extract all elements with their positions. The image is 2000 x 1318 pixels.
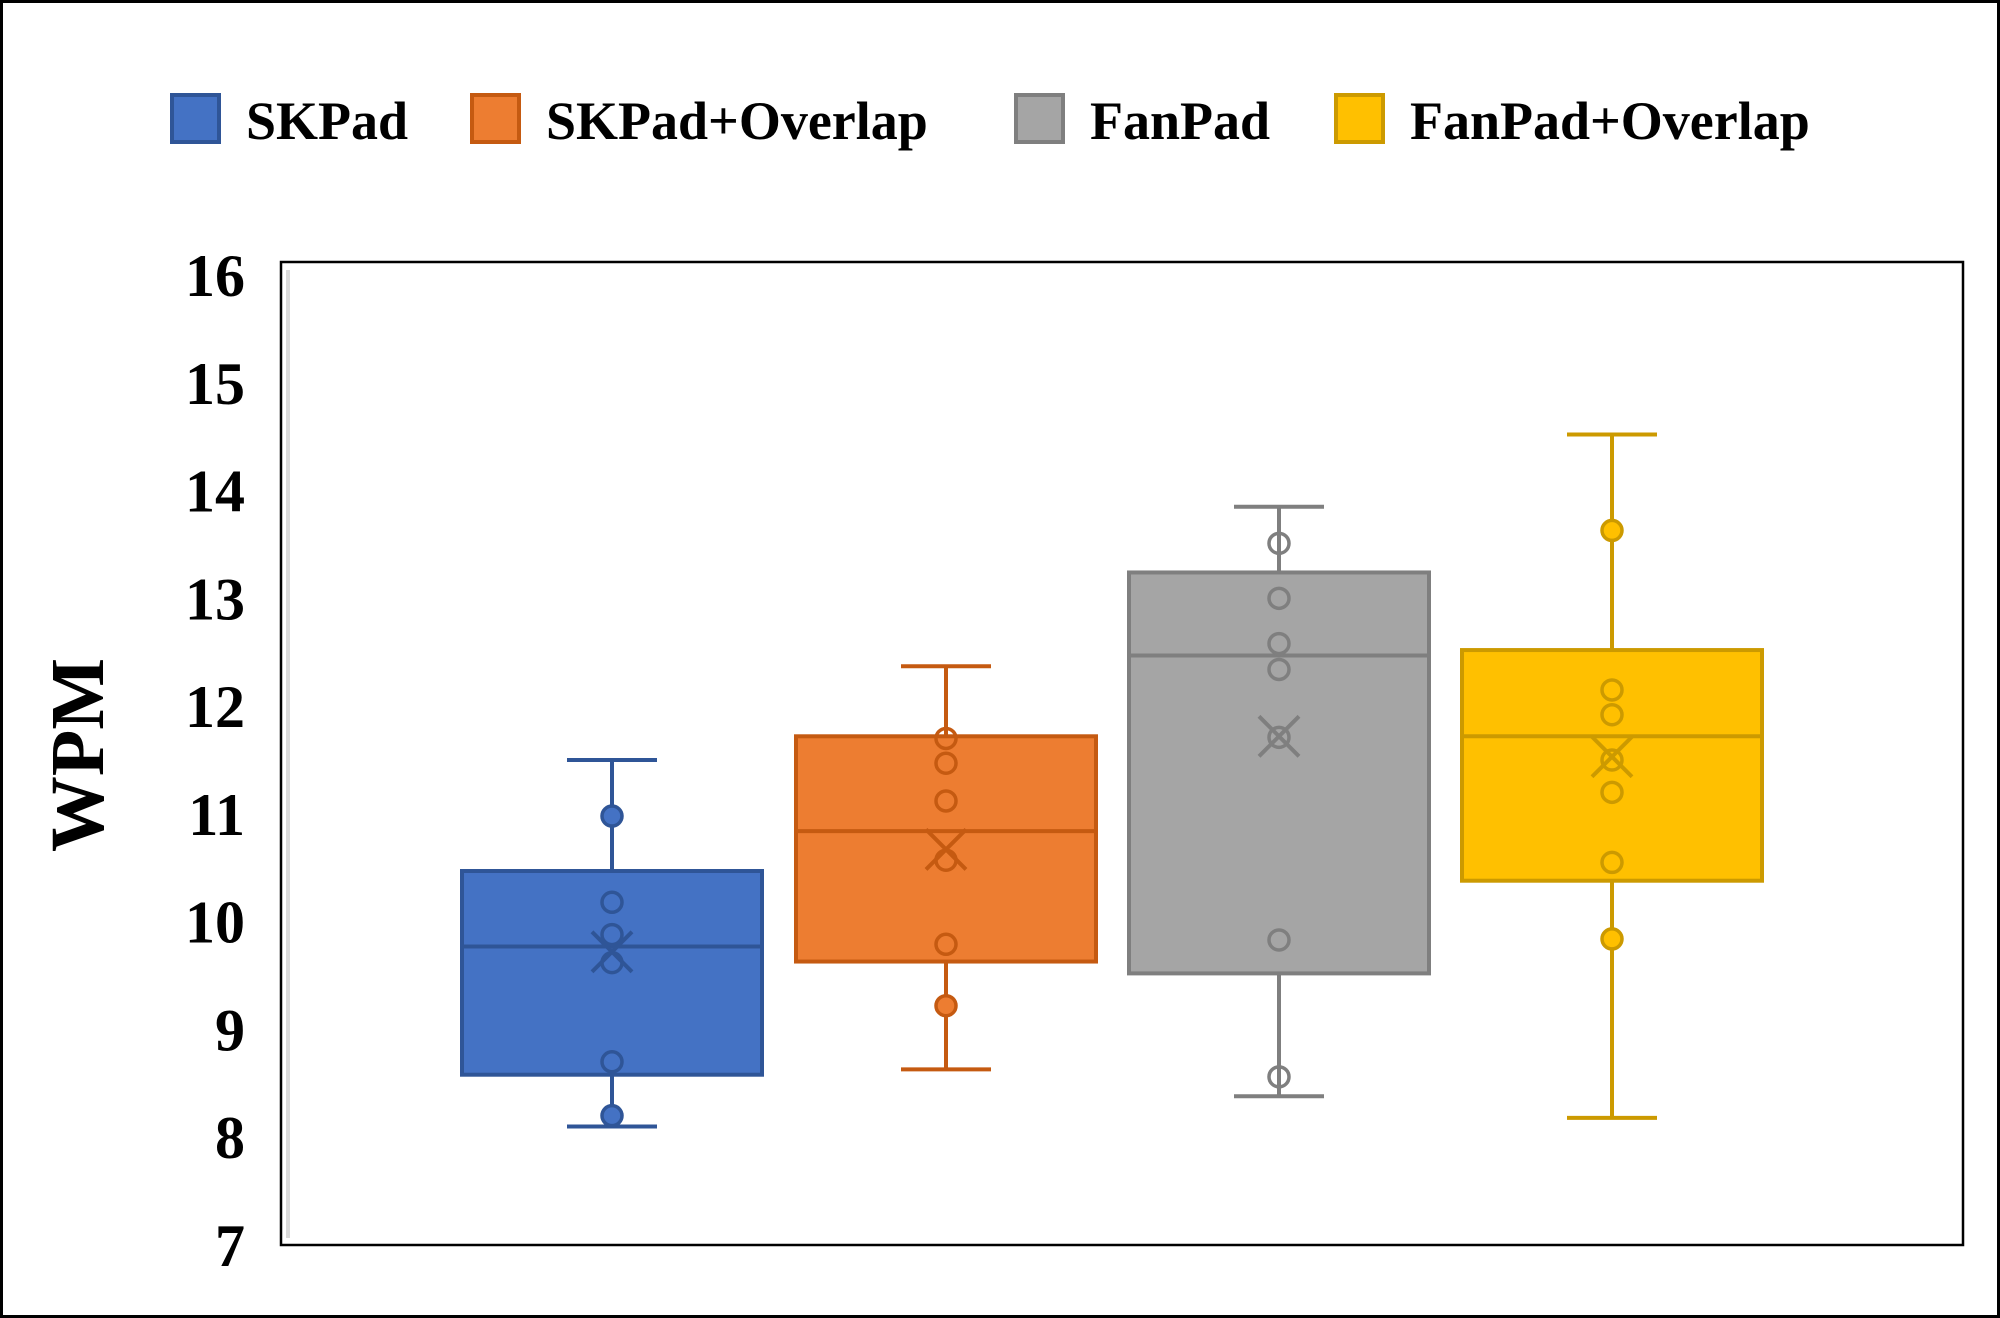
y-tick-label: 9 <box>215 997 245 1063</box>
box-body <box>1460 648 1764 883</box>
y-tick-label: 16 <box>185 243 245 309</box>
legend-label: SKPad+Overlap <box>546 91 928 151</box>
legend-entry: FanPad+Overlap <box>1334 91 1810 151</box>
legend-entry: SKPad+Overlap <box>470 91 928 151</box>
legend-entry: SKPad <box>170 91 408 151</box>
data-point <box>1267 657 1291 682</box>
legend-label: SKPad <box>246 91 408 151</box>
legend-label: FanPad+Overlap <box>1410 91 1810 151</box>
mean-marker <box>590 930 634 974</box>
data-point <box>1600 678 1624 702</box>
y-axis-ticks: 7 8 9 10 11 12 13 14 15 16 <box>185 243 245 1279</box>
data-point <box>1267 928 1291 952</box>
mean-marker <box>1257 714 1301 758</box>
data-point <box>1600 850 1624 875</box>
y-tick-label: 7 <box>215 1213 245 1279</box>
data-point <box>1267 725 1291 750</box>
legend-swatch <box>170 93 221 144</box>
y-tick-label: 10 <box>185 890 245 956</box>
data-point <box>934 932 958 957</box>
data-point <box>600 1050 624 1074</box>
box-body <box>1127 570 1431 976</box>
box-series-group <box>460 432 1764 1129</box>
outlier-point <box>934 993 958 1018</box>
data-point <box>1600 780 1624 805</box>
mean-marker <box>924 828 968 871</box>
data-point <box>1267 631 1291 656</box>
data-point <box>600 922 624 947</box>
legend: SKPad SKPad+Overlap FanPad FanPad+Overlap <box>170 91 1810 151</box>
legend-swatch <box>1014 93 1065 144</box>
y-tick-label: 14 <box>185 459 245 525</box>
legend-swatch <box>470 93 521 144</box>
legend-entry: FanPad <box>1014 91 1270 151</box>
y-tick-label: 11 <box>188 782 245 848</box>
data-point <box>1600 702 1624 727</box>
y-tick-label: 13 <box>185 566 245 632</box>
data-point <box>1267 531 1291 556</box>
y-axis-label: WPM <box>36 658 120 852</box>
legend-label: FanPad <box>1090 91 1270 151</box>
y-tick-label: 15 <box>185 351 245 417</box>
data-point <box>1267 1065 1291 1089</box>
y-tick-label: 12 <box>185 674 245 740</box>
box-skpad <box>460 758 764 1129</box>
box-skpad-overlap <box>794 664 1098 1072</box>
box-fanpad <box>1127 504 1431 1099</box>
mean-marker <box>1590 735 1634 779</box>
outlier-point <box>1600 518 1624 543</box>
legend-swatch <box>1334 93 1385 144</box>
data-point <box>1600 748 1624 772</box>
data-point <box>934 726 958 751</box>
outlier-point <box>600 1103 624 1128</box>
y-tick-label: 8 <box>215 1105 245 1171</box>
box-fanpad-overlap <box>1460 432 1764 1120</box>
data-point <box>1267 586 1291 611</box>
outlier-point <box>600 804 624 828</box>
data-point <box>934 789 958 813</box>
data-point <box>600 890 624 915</box>
data-point <box>934 751 958 775</box>
outlier-point <box>1600 927 1624 951</box>
